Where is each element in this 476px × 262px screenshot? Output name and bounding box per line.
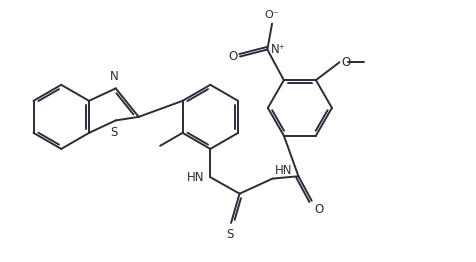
- Text: HN: HN: [275, 164, 292, 177]
- Text: N⁺: N⁺: [271, 43, 286, 56]
- Text: O: O: [342, 56, 351, 69]
- Text: O: O: [315, 203, 324, 216]
- Text: S: S: [227, 228, 234, 241]
- Text: O: O: [228, 50, 237, 63]
- Text: HN: HN: [187, 171, 204, 184]
- Text: S: S: [110, 126, 118, 139]
- Text: O⁻: O⁻: [265, 10, 279, 20]
- Text: N: N: [109, 70, 118, 83]
